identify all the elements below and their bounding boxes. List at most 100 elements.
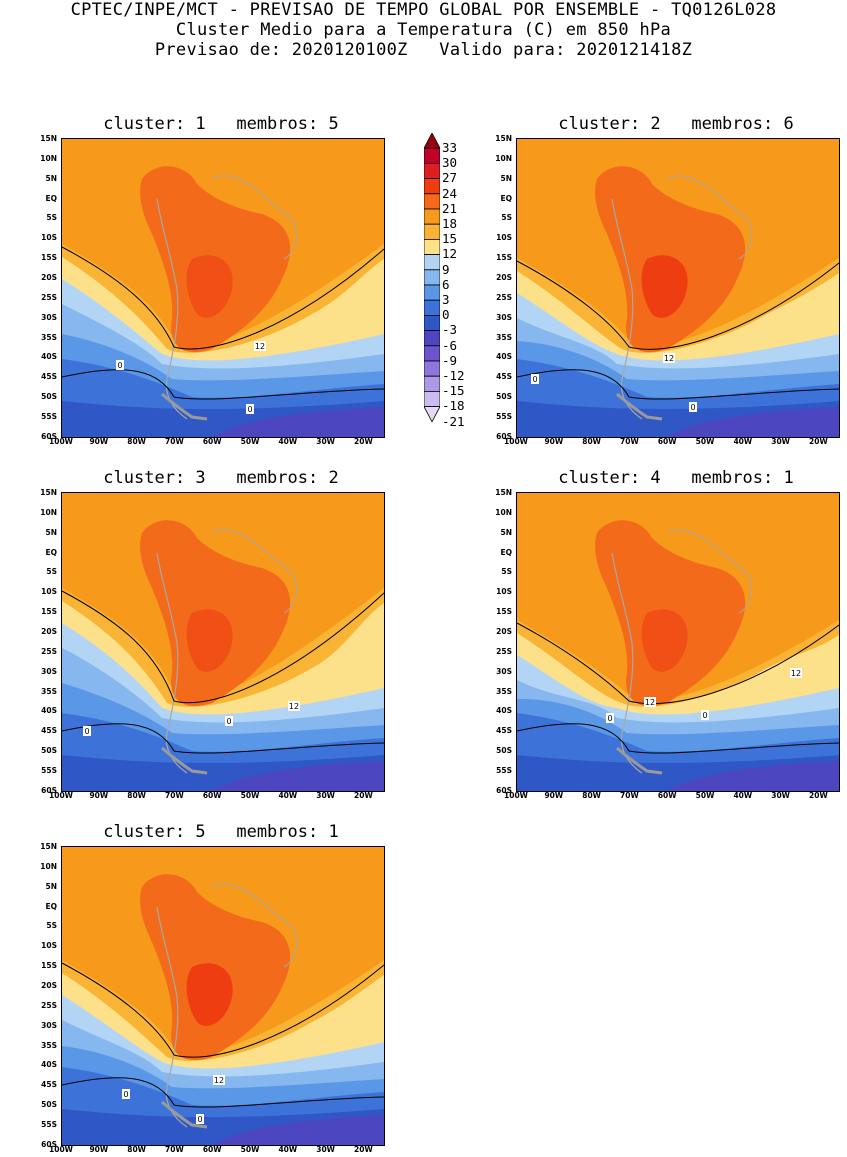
colorbar bbox=[423, 132, 441, 441]
lon-label: 50W bbox=[240, 1145, 260, 1154]
colorbar-label: 9 bbox=[442, 261, 450, 277]
lon-label: 80W bbox=[582, 437, 601, 446]
lat-label: 30S bbox=[496, 666, 512, 676]
lat-label: 50S bbox=[496, 392, 512, 402]
lat-label: 35S bbox=[41, 686, 57, 696]
lon-label: 20W bbox=[354, 437, 373, 446]
lon-label: 40W bbox=[278, 437, 298, 446]
lat-label: 10N bbox=[40, 861, 57, 871]
lon-label: 60W bbox=[202, 437, 222, 446]
lat-label: 50S bbox=[41, 746, 57, 756]
svg-text:12: 12 bbox=[645, 698, 655, 707]
lon-label: 30W bbox=[771, 791, 790, 800]
lat-label: 55S bbox=[496, 765, 512, 775]
lat-label: 50S bbox=[41, 1100, 57, 1110]
lon-label: 50W bbox=[695, 791, 715, 800]
lat-label: 20S bbox=[496, 272, 512, 282]
lat-label: 5S bbox=[46, 567, 57, 577]
lat-label: 25S bbox=[41, 1000, 57, 1010]
svg-text:12: 12 bbox=[791, 669, 801, 678]
lat-label: 5N bbox=[45, 881, 58, 891]
lat-label: 25S bbox=[41, 646, 57, 656]
lat-label: 45S bbox=[41, 372, 57, 382]
lon-label: 80W bbox=[582, 791, 601, 800]
lon-label: 60W bbox=[202, 1145, 222, 1154]
colorbar-label: 24 bbox=[442, 185, 458, 201]
contour-label: 12 bbox=[790, 668, 802, 678]
lon-label: 90W bbox=[89, 791, 109, 800]
colorbar-label: -9 bbox=[442, 352, 458, 368]
lat-label: 5N bbox=[500, 527, 513, 537]
lon-label: 90W bbox=[544, 791, 564, 800]
colorbar-label: -6 bbox=[442, 337, 458, 353]
contour-label: 0 bbox=[83, 726, 91, 736]
colorbar-label: 33 bbox=[442, 140, 458, 155]
lat-label: 15S bbox=[41, 961, 57, 971]
lon-label: 40W bbox=[278, 791, 298, 800]
lat-label: 55S bbox=[41, 411, 57, 421]
lat-label: 55S bbox=[41, 765, 57, 775]
lat-label: 15N bbox=[40, 134, 57, 143]
lat-label: 15S bbox=[41, 607, 57, 617]
colorbar-label: 27 bbox=[442, 170, 458, 186]
lat-label: 20S bbox=[41, 272, 57, 282]
contour-label: 12 bbox=[663, 353, 675, 363]
lon-label: 30W bbox=[316, 1145, 335, 1154]
lat-label: 30S bbox=[41, 312, 57, 322]
lat-label: 60S bbox=[41, 431, 57, 441]
contour-label: 12 bbox=[213, 1075, 225, 1085]
svg-text:12: 12 bbox=[214, 1076, 224, 1085]
temperature-map-3: 12 0 0 bbox=[61, 492, 385, 792]
lat-label: 25S bbox=[41, 292, 57, 302]
lat-label: 15N bbox=[495, 134, 512, 143]
lon-label: 80W bbox=[127, 1145, 146, 1154]
svg-text:12: 12 bbox=[255, 342, 265, 351]
lat-label: 25S bbox=[496, 292, 512, 302]
colorbar-label: -12 bbox=[442, 368, 465, 383]
lon-label: 20W bbox=[354, 791, 373, 800]
colorbar-label: 30 bbox=[442, 155, 458, 171]
contour-label: 12 bbox=[288, 701, 300, 711]
lat-label: 15S bbox=[496, 607, 512, 617]
temperature-map-4: 12 12 0 0 bbox=[516, 492, 840, 792]
panel-title-2: cluster: 2 membros: 6 bbox=[558, 114, 794, 134]
lat-label: 35S bbox=[41, 332, 57, 342]
header-line-1: CPTEC/INPE/MCT - PREVISAO DE TEMPO GLOBA… bbox=[70, 0, 777, 20]
lat-label: 15S bbox=[41, 253, 57, 263]
lon-label: 100W bbox=[49, 437, 73, 446]
lat-label: EQ bbox=[45, 901, 58, 911]
svg-text:0: 0 bbox=[84, 727, 89, 736]
temperature-map-2: 12 0 0 bbox=[516, 138, 840, 438]
lat-label: 25S bbox=[496, 646, 512, 656]
lat-label: 40S bbox=[41, 352, 57, 362]
lon-label: 90W bbox=[89, 1145, 109, 1154]
colorbar-label: 15 bbox=[442, 231, 458, 247]
contour-label: 0 bbox=[689, 402, 697, 412]
lat-label: 15N bbox=[40, 842, 57, 851]
lon-label: 50W bbox=[240, 437, 260, 446]
temperature-map-1: 12 0 0 bbox=[61, 138, 385, 438]
lat-label: 55S bbox=[496, 411, 512, 421]
svg-text:0: 0 bbox=[690, 403, 695, 412]
panel-title-5: cluster: 5 membros: 1 bbox=[103, 822, 339, 842]
svg-text:12: 12 bbox=[664, 354, 674, 363]
svg-text:0: 0 bbox=[123, 1090, 128, 1099]
lon-label: 20W bbox=[809, 791, 828, 800]
lat-label: 45S bbox=[496, 372, 512, 382]
lat-label: 40S bbox=[496, 706, 512, 716]
lat-label: 10S bbox=[496, 587, 512, 597]
lat-label: 10N bbox=[495, 153, 512, 163]
lon-label: 30W bbox=[771, 437, 790, 446]
lat-label: EQ bbox=[500, 193, 513, 203]
lon-label: 100W bbox=[504, 437, 528, 446]
lat-label: 45S bbox=[41, 726, 57, 736]
colorbar-label: 3 bbox=[442, 292, 450, 307]
lat-label: 40S bbox=[41, 706, 57, 716]
lat-label: 30S bbox=[496, 312, 512, 322]
lat-label: 20S bbox=[41, 980, 57, 990]
svg-text:0: 0 bbox=[702, 711, 707, 720]
panel-title-1: cluster: 1 membros: 5 bbox=[103, 114, 339, 134]
temperature-map-5: 12 0 0 bbox=[61, 846, 385, 1146]
lat-label: 10S bbox=[41, 941, 57, 951]
lat-label: 35S bbox=[41, 1040, 57, 1050]
